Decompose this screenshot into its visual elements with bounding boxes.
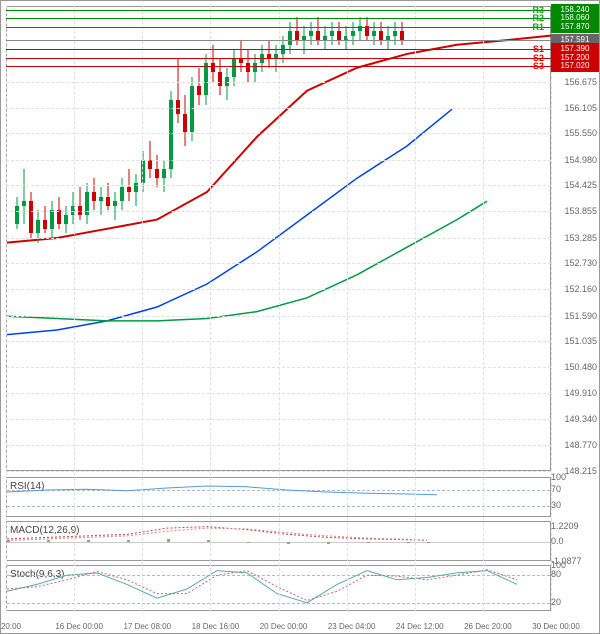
candle: [295, 17, 299, 45]
candle: [183, 95, 187, 146]
chart-container: 20:00 16 Dec 00:00 17 Dec 08:00 18 Dec 16:0…: [0, 0, 600, 634]
candle: [239, 40, 243, 72]
candle: [393, 22, 397, 45]
grid-line-v: [142, 6, 143, 611]
x-tick: 26 Dec 20:00: [464, 622, 512, 631]
candle: [190, 77, 194, 141]
candle: [50, 201, 54, 238]
candle: [225, 68, 229, 100]
candle: [267, 40, 271, 68]
candle: [57, 197, 61, 229]
candle: [351, 22, 355, 45]
x-tick: 20:00: [1, 622, 21, 631]
y-tick: 154.425: [564, 180, 597, 190]
level-line: [6, 10, 551, 11]
level-line: [6, 66, 551, 67]
candle: [218, 59, 222, 96]
x-tick: 16 Dec 00:00: [55, 622, 103, 631]
candle: [64, 206, 68, 234]
y-tick: 152.730: [564, 258, 597, 268]
candle: [400, 22, 404, 45]
stoch-tick: 20: [551, 597, 597, 607]
grid-line-v: [347, 6, 348, 611]
candle: [232, 49, 236, 86]
candle: [43, 206, 47, 234]
level-line: [6, 27, 551, 28]
macd-tick: 0.0: [551, 536, 597, 546]
candle: [92, 178, 96, 210]
candle: [386, 26, 390, 49]
x-tick: 30 Dec 00:00: [532, 622, 580, 631]
price-tag: 157.870: [551, 21, 599, 33]
candle: [29, 192, 33, 238]
rsi-tick: 100: [551, 472, 597, 482]
candle: [162, 160, 166, 192]
candle: [78, 187, 82, 219]
candle: [309, 22, 313, 45]
candle: [106, 183, 110, 211]
grid-line-v: [6, 6, 7, 611]
candle: [169, 91, 173, 178]
y-tick: 154.980: [564, 155, 597, 165]
y-tick: 151.035: [564, 336, 597, 346]
level-line: [6, 58, 551, 59]
level-label: R1: [532, 22, 544, 32]
candle: [120, 178, 124, 210]
level-line: [6, 18, 551, 19]
y-tick: 153.855: [564, 206, 597, 216]
grid-line-v: [74, 6, 75, 611]
candle: [337, 22, 341, 45]
y-tick: 148.770: [564, 440, 597, 450]
candle: [113, 192, 117, 220]
y-tick: 150.480: [564, 362, 597, 372]
time-x-axis: 20:0016 Dec 00:0017 Dec 08:0018 Dec 16:0…: [6, 615, 551, 633]
candle: [316, 17, 320, 45]
y-tick: 156.675: [564, 77, 597, 87]
candle: [176, 59, 180, 123]
grid-line-v: [279, 6, 280, 611]
macd-tick: 1.2209: [551, 521, 597, 531]
y-tick: 152.160: [564, 284, 597, 294]
x-tick: 17 Dec 08:00: [123, 622, 171, 631]
candle: [134, 174, 138, 206]
rsi-tick: 30: [551, 500, 597, 510]
candle: [379, 22, 383, 45]
candle: [358, 17, 362, 40]
grid-line-v: [415, 6, 416, 611]
stoch-tick: 100: [551, 560, 597, 570]
candle: [365, 17, 369, 40]
x-tick: 20 Dec 00:00: [260, 622, 308, 631]
y-tick: 153.285: [564, 233, 597, 243]
y-tick: 149.910: [564, 388, 597, 398]
x-tick: 18 Dec 16:00: [192, 622, 240, 631]
candle: [15, 197, 19, 229]
rsi-tick: 70: [551, 484, 597, 494]
x-tick: 23 Dec 04:00: [328, 622, 376, 631]
level-line: [6, 40, 551, 41]
stoch-tick: 80: [551, 569, 597, 579]
y-tick: 149.340: [564, 414, 597, 424]
candle: [85, 183, 89, 224]
x-tick: 24 Dec 12:00: [396, 622, 444, 631]
level-label: S3: [533, 61, 544, 71]
price-tag: 157.020: [551, 60, 599, 72]
candle: [211, 45, 215, 82]
y-tick: 155.550: [564, 128, 597, 138]
grid-line-v: [483, 6, 484, 611]
grid-line-v: [210, 6, 211, 611]
candle: [197, 68, 201, 105]
y-tick: 156.105: [564, 103, 597, 113]
candle: [372, 22, 376, 45]
candle: [323, 26, 327, 49]
level-line: [6, 49, 551, 50]
candle: [204, 54, 208, 105]
candle: [330, 22, 334, 45]
candle: [22, 169, 26, 224]
y-tick: 151.590: [564, 311, 597, 321]
